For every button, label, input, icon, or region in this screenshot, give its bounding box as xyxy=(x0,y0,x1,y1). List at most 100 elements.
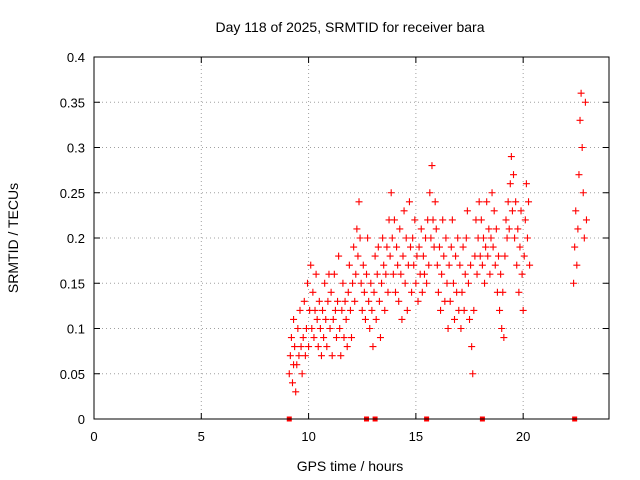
data-point xyxy=(423,279,431,287)
data-point xyxy=(394,261,402,269)
data-point xyxy=(514,225,522,233)
x-tick-label: 20 xyxy=(516,429,530,444)
data-point xyxy=(443,279,451,287)
data-point xyxy=(356,234,364,242)
data-point xyxy=(581,98,589,106)
data-point xyxy=(461,270,469,278)
data-point xyxy=(320,334,328,342)
y-tick-label: 0.4 xyxy=(67,50,85,65)
data-point xyxy=(470,306,478,314)
data-point xyxy=(389,270,397,278)
data-point xyxy=(309,288,317,296)
data-point xyxy=(511,234,519,242)
data-point xyxy=(574,225,582,233)
data-point xyxy=(490,207,498,215)
data-point xyxy=(361,315,369,323)
data-point xyxy=(296,306,304,314)
data-point xyxy=(390,216,398,224)
data-point xyxy=(350,243,358,251)
data-point xyxy=(418,288,426,296)
x-tick-label: 0 xyxy=(90,429,97,444)
data-point xyxy=(388,234,396,242)
data-point xyxy=(485,225,493,233)
data-point xyxy=(434,288,442,296)
data-point xyxy=(291,343,299,351)
data-point xyxy=(294,325,302,332)
data-point xyxy=(393,243,401,251)
data-point xyxy=(340,334,348,342)
data-point xyxy=(459,243,467,251)
data-point xyxy=(462,234,470,242)
data-point xyxy=(525,198,533,206)
data-point xyxy=(397,270,405,278)
data-point xyxy=(464,279,472,287)
data-point xyxy=(487,234,495,242)
y-axis-label: SRMTID / TECUs xyxy=(5,183,21,293)
data-point xyxy=(379,234,387,242)
data-point xyxy=(420,270,428,278)
data-point xyxy=(368,306,376,314)
data-point xyxy=(293,361,301,369)
data-point xyxy=(523,234,531,242)
y-tick-label: 0.2 xyxy=(67,231,85,246)
data-point xyxy=(426,189,434,197)
data-point xyxy=(451,315,458,323)
data-point xyxy=(285,370,293,378)
data-point xyxy=(572,207,580,215)
data-point xyxy=(346,306,354,314)
data-point xyxy=(578,144,586,151)
data-point xyxy=(469,370,477,378)
data-point xyxy=(407,243,415,251)
data-point xyxy=(363,270,371,278)
data-point xyxy=(339,279,347,287)
data-point xyxy=(503,234,511,242)
data-point xyxy=(378,279,386,287)
data-point xyxy=(489,243,497,251)
data-point xyxy=(311,306,319,314)
data-point xyxy=(488,189,496,197)
data-point xyxy=(500,334,508,342)
data-point xyxy=(526,261,534,269)
data-point xyxy=(341,297,349,305)
data-point xyxy=(351,297,359,305)
data-point xyxy=(518,270,526,278)
data-point xyxy=(460,306,468,314)
data-points xyxy=(285,89,590,396)
data-point xyxy=(382,270,390,278)
data-point xyxy=(286,352,294,360)
data-point xyxy=(521,216,529,224)
data-point xyxy=(304,279,312,287)
data-point xyxy=(400,207,408,215)
plot-frame xyxy=(93,56,610,420)
y-tick-label: 0.1 xyxy=(67,322,85,337)
data-point xyxy=(374,243,382,251)
data-point xyxy=(360,288,368,296)
y-tick-label: 0.3 xyxy=(67,141,85,156)
x-axis-label: GPS time / hours xyxy=(297,458,404,474)
data-point xyxy=(570,279,578,287)
data-point xyxy=(522,180,530,188)
data-point xyxy=(516,243,524,251)
data-point xyxy=(369,343,377,351)
data-point xyxy=(403,306,411,314)
data-point xyxy=(415,243,423,251)
data-point xyxy=(491,261,499,269)
data-point xyxy=(499,288,507,296)
data-point xyxy=(502,216,510,224)
data-point xyxy=(412,279,420,287)
data-point xyxy=(323,343,331,351)
data-point xyxy=(344,288,352,296)
x-tick-label: 15 xyxy=(409,429,423,444)
chart-title: Day 118 of 2025, SRMTID for receiver bar… xyxy=(216,19,485,35)
data-point xyxy=(454,234,462,242)
data-point xyxy=(331,306,339,314)
data-point xyxy=(337,352,345,360)
data-point xyxy=(292,388,300,396)
data-point xyxy=(444,325,452,332)
data-point xyxy=(484,252,492,260)
data-point xyxy=(324,297,332,305)
data-point xyxy=(399,252,407,260)
data-point xyxy=(332,334,340,342)
data-point xyxy=(402,234,410,242)
